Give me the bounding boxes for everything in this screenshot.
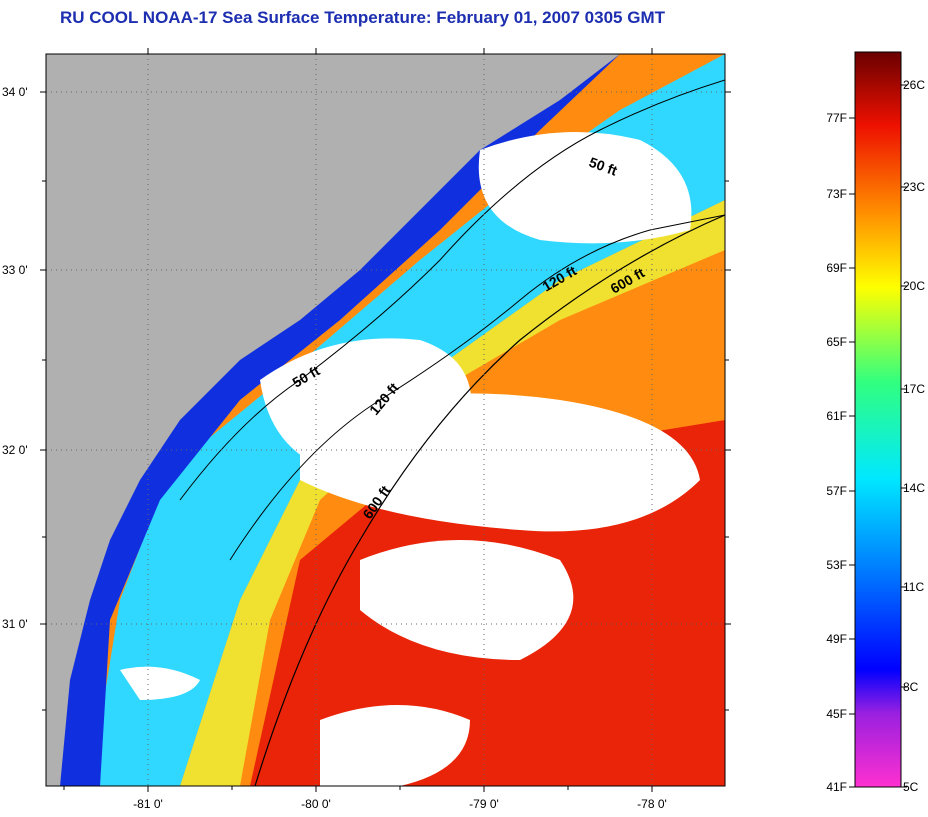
cloud-patch (120, 666, 200, 700)
colorbar-f-label: 61F (826, 409, 847, 423)
colorbar-f-label: 53F (826, 558, 847, 572)
colorbar-c-label: 26C (903, 78, 925, 92)
lon-label: -80 0' (301, 797, 331, 811)
lon-ticks (63, 48, 653, 792)
isobath-50ft (179, 79, 725, 501)
cloud-patch (478, 132, 692, 244)
map-title: RU COOL NOAA-17 Sea Surface Temperature:… (60, 8, 665, 27)
lon-label: -79 0' (469, 797, 499, 811)
cloud-patch (320, 705, 470, 786)
colorbar-c-label: 20C (903, 279, 925, 293)
lat-label: 33 0' (2, 263, 28, 277)
lon-label: -78 0' (637, 797, 667, 811)
lat-ticks (40, 91, 731, 711)
colorbar-f-label: 57F (826, 484, 847, 498)
map-frame (45, 53, 726, 787)
colorbar-c-label: 8C (903, 680, 919, 694)
colorbar-f-label: 45F (826, 707, 847, 721)
graticule (46, 54, 725, 786)
colorbar-f-label: 41F (826, 780, 847, 794)
land-mass (46, 54, 620, 786)
colorbar-c-label: 11C (903, 580, 924, 594)
colorbar-c-label: 23C (903, 180, 925, 194)
colorbar-f-label: 49F (826, 632, 847, 646)
lat-label: 31 0' (2, 617, 28, 631)
isobath-600ft (254, 214, 725, 786)
colorbar-c-label: 5C (903, 780, 919, 794)
colorbar-f-label: 69F (826, 261, 847, 275)
lon-label: -81 0' (133, 797, 163, 811)
lat-label: 32 0' (2, 443, 28, 457)
mild-water-band (180, 200, 725, 786)
colorbar (854, 51, 902, 788)
colorbar-c-label: 17C (903, 382, 925, 396)
cloud-patch (300, 393, 700, 532)
map-area (46, 54, 725, 786)
colorbar-c-label: 14C (903, 481, 925, 495)
lat-label: 34 0' (2, 85, 28, 99)
colorbar-f-label: 65F (826, 335, 847, 349)
colorbar-f-label: 73F (826, 187, 847, 201)
colorbar-f-label: 77F (826, 111, 847, 125)
colorbar-ticks (849, 84, 907, 788)
cloud-patch (360, 540, 574, 660)
